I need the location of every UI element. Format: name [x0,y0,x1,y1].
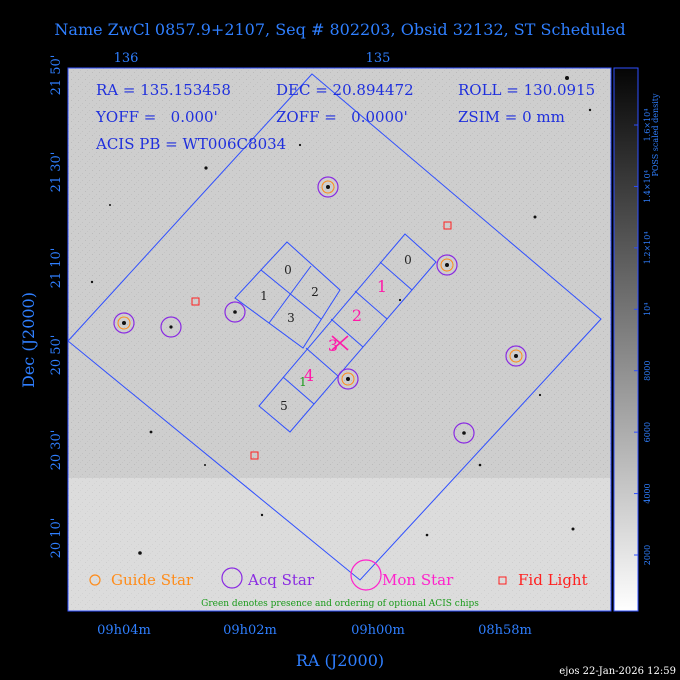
legend-mon-label: Mon Star [382,571,454,589]
ra-tick-label: 08h58m [478,623,532,638]
fid-light [191,297,200,306]
guide-acq-star [113,312,135,334]
legend-fid-icon [498,576,507,585]
dec-tick-label: 20 10' [49,518,64,559]
dec-tick-label: 20 30' [49,430,64,471]
guide-acq-star [317,176,339,198]
top-tick-label: 136 [114,51,139,66]
legend-guide-label: Guide Star [111,571,194,589]
guide-acq-star [436,254,458,276]
legend-guide-icon [89,574,101,586]
legend-mon-icon [350,559,382,591]
colorbar-tick-label: 8000 [643,361,652,381]
colorbar-tick-label: 1.2×10⁴ [643,231,652,264]
chip-label-s4: 4 [304,366,314,385]
colorbar-label: POSS scaled density [651,93,660,177]
plot-frame [67,67,612,612]
dec-tick-label: 21 50' [49,55,64,96]
field-of-view-outline [67,73,602,581]
optional-chips-note: Green denotes presence and ordering of o… [201,599,479,609]
ra-tick-label: 09h02m [223,623,277,638]
aimpoint-marker [331,335,349,351]
x-axis-label: RA (J2000) [296,651,384,670]
dec-tick-label: 21 30' [49,152,64,193]
acq-star [160,316,182,338]
chip-label-s3: 3 [328,336,338,355]
info-yoff: YOFF = 0.000' [95,108,218,126]
sky-image [68,68,611,611]
info-acis-pb: ACIS PB = WT006C8034 [95,135,286,153]
acq-star [224,301,246,323]
chip-label-i2: 2 [311,285,319,299]
footer-timestamp: ejos 22-Jan-2026 12:59 [559,666,676,677]
info-roll: ROLL = 130.0915 [458,81,595,99]
guide-acq-star [337,368,359,390]
legend: Guide Star Acq Star Mon Star Fid Light [89,559,588,591]
dec-tick-label: 20 50' [49,335,64,376]
y-axis-label: Dec (J2000) [19,292,38,388]
guide-acq-star [505,345,527,367]
chip-label-i3: 3 [287,311,295,325]
info-zsim: ZSIM = 0 mm [458,108,565,126]
info-zoff: ZOFF = 0.0000' [276,108,408,126]
acis-s-array [258,233,437,433]
fid-light [443,221,452,230]
acis-i-array [234,241,341,349]
legend-fid-label: Fid Light [518,571,588,589]
plot-title: Name ZwCl 0857.9+2107, Seq # 802203, Obs… [54,20,625,39]
colorbar-tick-label: 1.4×10⁴ [643,170,652,203]
ra-tick-label: 09h04m [97,623,151,638]
chip-label-i0: 0 [284,263,292,277]
dec-tick-label: 21 10' [49,248,64,289]
legend-acq-icon [221,567,243,589]
ra-tick-label: 09h00m [351,623,405,638]
fid-light [250,451,259,460]
info-ra: RA = 135.153458 [96,81,231,99]
chip-label-s1: 1 [377,277,387,296]
chip-label-s5: 5 [280,399,288,413]
colorbar [613,67,639,612]
colorbar-tick-label: 1.6×10⁴ [643,109,652,142]
top-tick-label: 135 [366,51,391,66]
info-dec: DEC = 20.894472 [276,81,414,99]
legend-acq-label: Acq Star [247,571,315,589]
colorbar-tick-label: 6000 [643,422,652,442]
chip-label-s2: 2 [352,306,362,325]
colorbar-tick-label: 10⁴ [643,303,652,316]
optional-chip-label: 1 [299,375,307,389]
chip-label-s0: 0 [404,253,412,267]
chip-label-i1: 1 [260,289,268,303]
colorbar-tick-label: 2000 [643,545,652,565]
acq-star [453,422,475,444]
colorbar-tick-label: 4000 [643,483,652,503]
